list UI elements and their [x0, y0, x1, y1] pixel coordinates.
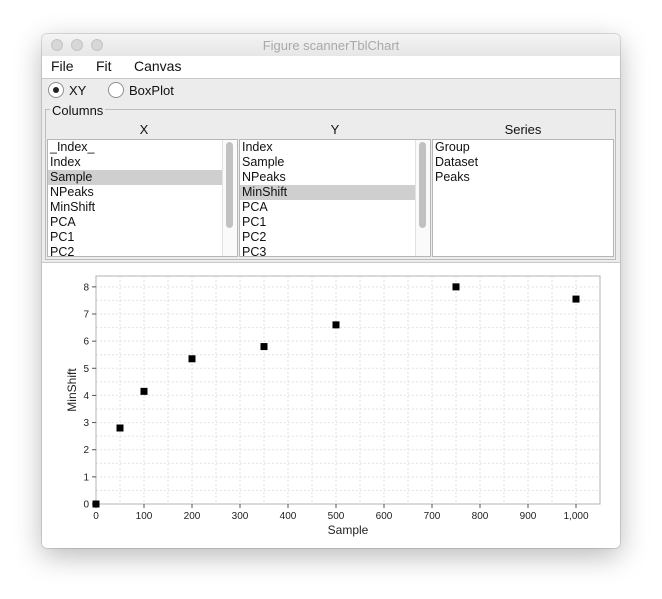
x-list-item[interactable]: Index — [50, 155, 81, 169]
y-tick-label: 2 — [83, 445, 89, 456]
y-tick-label: 0 — [83, 500, 89, 511]
x-list-scrollbar[interactable] — [222, 140, 237, 256]
x-axis-label: Sample — [328, 523, 369, 537]
xy-radio[interactable] — [48, 82, 64, 98]
y-list-item[interactable]: Sample — [242, 155, 285, 169]
chart-grid — [95, 276, 601, 505]
series-column-list[interactable]: Group Dataset Peaks — [432, 139, 614, 257]
y-column-list[interactable]: Index Sample NPeaks MinShift PCA PC1 PC2… — [239, 139, 431, 257]
x-tick-label: 0 — [93, 511, 99, 522]
y-list-item[interactable]: NPeaks — [242, 170, 286, 184]
plot-area-frame — [95, 275, 601, 505]
y-column-header: Y — [330, 122, 340, 137]
x-tick-label: 100 — [136, 511, 153, 522]
y-axis-label: MinShift — [65, 368, 79, 412]
data-point — [116, 424, 124, 432]
radio-selected-dot — [53, 87, 59, 93]
x-list-item[interactable]: NPeaks — [50, 185, 94, 199]
y-tick-label: 4 — [83, 391, 89, 402]
zoom-window-button[interactable] — [91, 39, 103, 51]
x-list-item[interactable]: MinShift — [50, 200, 96, 214]
scatter-chart[interactable]: 0 100 200 300 400 500 600 700 800 900 1,000 0 1 2 3 4 5 6… — [42, 263, 620, 548]
y-tick-label: 7 — [83, 310, 89, 321]
menu-file[interactable]: File — [51, 58, 74, 74]
y-list-items: Index Sample NPeaks MinShift PCA PC1 PC2… — [240, 140, 430, 257]
columns-panel — [45, 109, 616, 260]
y-list-scroll-thumb[interactable] — [419, 142, 426, 228]
y-list-item[interactable]: PC3 — [242, 245, 267, 257]
title-bar: Figure scannerTblChart — [42, 34, 620, 57]
x-list-items: _Index_ Index Sample NPeaks MinShift PCA… — [48, 140, 237, 257]
data-point — [140, 387, 148, 395]
data-point — [332, 321, 340, 329]
columns-legend: Columns — [50, 103, 106, 118]
y-list-item[interactable]: PC2 — [242, 230, 267, 244]
data-point — [260, 343, 268, 351]
figure-window: Figure scannerTblChart File Fit Canvas X… — [42, 34, 620, 548]
x-list-item[interactable]: PC1 — [50, 230, 75, 244]
data-point — [452, 283, 460, 291]
series-column-header: Series — [504, 122, 542, 137]
menu-canvas[interactable]: Canvas — [134, 58, 182, 74]
y-list-item-selected[interactable]: MinShift — [240, 185, 430, 200]
y-list-scrollbar[interactable] — [415, 140, 430, 256]
y-tick-label: 1 — [83, 472, 89, 483]
x-tick-label: 800 — [472, 511, 489, 522]
x-list-item[interactable]: PC2 — [50, 245, 75, 257]
boxplot-radio-label[interactable]: BoxPlot — [129, 83, 174, 98]
x-list-item-selected[interactable]: Sample — [48, 170, 237, 185]
y-tick-label: 6 — [83, 337, 89, 348]
x-list-item[interactable]: PCA — [50, 215, 76, 229]
x-tick-label: 300 — [232, 511, 249, 522]
y-tick-label: 8 — [83, 282, 89, 293]
x-tick-label: 200 — [184, 511, 201, 522]
data-point — [188, 355, 196, 363]
series-list-item[interactable]: Group — [435, 140, 470, 154]
x-tick-label: 1,000 — [563, 511, 588, 522]
data-point — [92, 500, 100, 508]
x-tick-label: 600 — [376, 511, 393, 522]
x-list-scroll-thumb[interactable] — [226, 142, 233, 228]
y-tick-label: 3 — [83, 418, 89, 429]
series-list-item[interactable]: Dataset — [435, 155, 479, 169]
y-list-item[interactable]: Index — [242, 140, 273, 154]
x-column-list[interactable]: _Index_ Index Sample NPeaks MinShift PCA… — [47, 139, 238, 257]
x-tick-label: 900 — [520, 511, 537, 522]
x-tick-label: 400 — [280, 511, 297, 522]
series-list-item[interactable]: Peaks — [435, 170, 470, 184]
menu-bar: File Fit Canvas — [42, 56, 620, 79]
chart-panel[interactable]: 0 100 200 300 400 500 600 700 800 900 1,000 0 1 2 3 4 5 6… — [42, 262, 620, 548]
y-tick-label: 5 — [83, 364, 89, 375]
x-list-item[interactable]: _Index_ — [50, 140, 95, 154]
menu-fit[interactable]: Fit — [96, 58, 112, 74]
y-list-item[interactable]: PCA — [242, 200, 268, 214]
chart-axes: 0 100 200 300 400 500 600 700 800 900 1,000 0 1 2 3 4 5 6… — [83, 282, 589, 522]
window-title: Figure scannerTblChart — [262, 38, 400, 53]
x-column-header: X — [139, 122, 149, 137]
y-list-item[interactable]: PC1 — [242, 215, 267, 229]
chart-points — [92, 283, 580, 508]
x-tick-label: 500 — [328, 511, 345, 522]
x-tick-label: 700 — [424, 511, 441, 522]
close-window-button[interactable] — [51, 39, 63, 51]
xy-radio-label[interactable]: XY — [69, 83, 87, 98]
minimize-window-button[interactable] — [71, 39, 83, 51]
data-point — [572, 295, 580, 303]
boxplot-radio[interactable] — [108, 82, 124, 98]
